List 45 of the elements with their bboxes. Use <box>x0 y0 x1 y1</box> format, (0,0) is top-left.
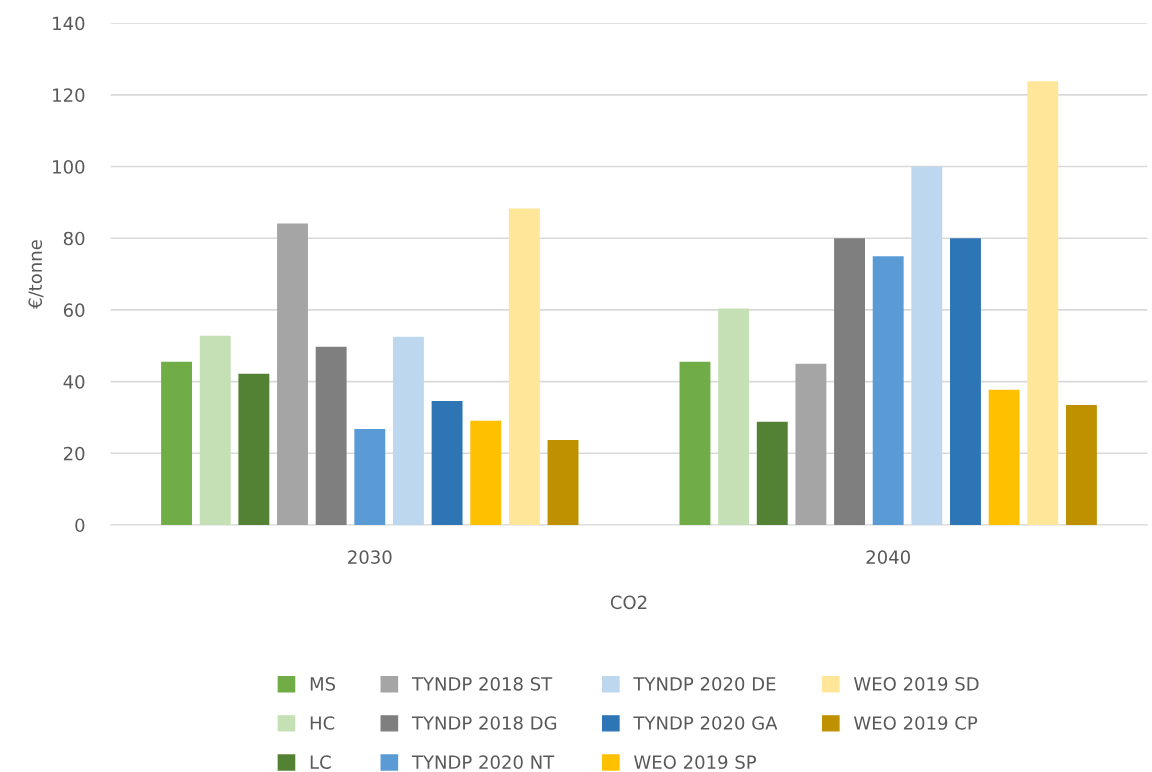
legend-label: TYNDP 2018 DG <box>411 716 557 730</box>
y-tick-label: 20 <box>63 446 85 461</box>
bar <box>718 308 750 525</box>
bar <box>315 346 347 525</box>
bar <box>431 400 463 525</box>
bar <box>911 166 943 525</box>
bar <box>392 336 424 525</box>
x-tick-label: 2030 <box>348 550 392 564</box>
x-axis-title: CO2 <box>610 595 647 610</box>
y-tick-label: 80 <box>63 231 85 246</box>
bar <box>679 361 711 525</box>
legend-label: TYNDP 2020 DE <box>633 677 776 691</box>
legend-label: TYNDP 2020 GA <box>633 716 778 730</box>
bar <box>872 256 904 525</box>
bar <box>277 223 308 525</box>
y-axis-title: €/tonne <box>28 240 44 309</box>
x-tick-label: 2040 <box>866 550 910 564</box>
bar <box>988 389 1020 525</box>
legend-label: TYNDP 2018 ST <box>411 677 553 691</box>
legend-label: WEO 2019 CP <box>853 716 978 730</box>
bar <box>1065 404 1097 525</box>
y-tick-label: 60 <box>63 303 85 318</box>
y-tick-label: 100 <box>53 159 85 174</box>
y-tick-label: 120 <box>53 88 85 102</box>
legend-label: WEO 2019 SP <box>634 755 757 769</box>
legend-label: MS <box>310 677 336 691</box>
bar <box>354 428 386 525</box>
bar <box>161 361 193 525</box>
bar <box>950 238 981 525</box>
bar <box>508 208 540 525</box>
bar <box>756 421 788 525</box>
bar <box>199 335 231 525</box>
bar <box>470 420 502 525</box>
y-tick-label: 140 <box>53 16 85 31</box>
legend-label: WEO 2019 SD <box>853 677 979 691</box>
legend-label: HC <box>310 716 335 730</box>
legend-label: TYNDP 2020 NT <box>411 755 555 769</box>
bar <box>834 238 866 525</box>
bar <box>795 363 827 525</box>
bar <box>547 440 579 525</box>
y-tick-label: 0 <box>75 518 85 533</box>
y-tick-label: 40 <box>63 375 85 389</box>
bar <box>1027 81 1059 525</box>
bar <box>238 373 270 525</box>
legend-label: LC <box>310 755 331 769</box>
